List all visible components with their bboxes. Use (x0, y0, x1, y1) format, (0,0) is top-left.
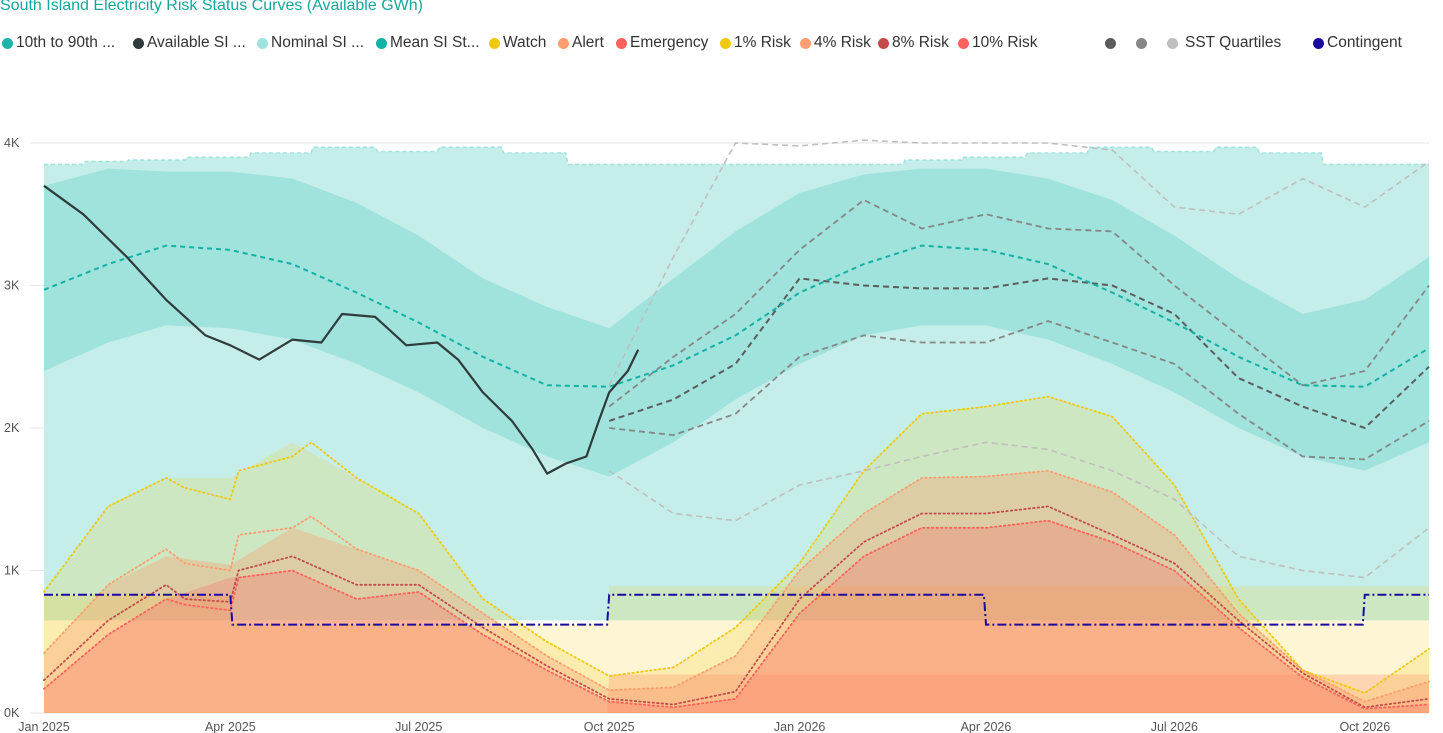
legend-label: 1% Risk (734, 34, 791, 51)
axes: 0K 1K 2K 3K 4K Jan 2025 Apr 2025 Jul 2025 Oct 20… (4, 136, 1390, 733)
legend-label: Nominal SI ... (271, 34, 365, 51)
nominal-max-line (44, 146, 1429, 166)
legend-label: 8% Risk (892, 34, 949, 51)
legend-label: 4% Risk (814, 34, 871, 51)
legend-label: Available SI ... (147, 34, 246, 51)
legend-label: SST Quartiles (1185, 34, 1282, 51)
legend-label: Emergency (630, 34, 709, 51)
legend-marker (958, 37, 969, 49)
legend-label: 10th to 90th ... (16, 34, 116, 51)
sst-lower-quartile-line (609, 320, 1430, 461)
legend-marker (1313, 37, 1324, 49)
legend-label: Mean SI St... (390, 34, 480, 51)
legend-marker (878, 37, 889, 49)
legend-marker (1167, 37, 1178, 49)
legend-label: Alert (572, 34, 604, 51)
watch-zone (44, 396, 1429, 713)
legend-item-watch[interactable]: Watch (489, 34, 546, 52)
legend-marker (2, 37, 13, 49)
legend-item-alert[interactable]: Alert (558, 34, 604, 52)
legend-marker (376, 37, 387, 49)
contingent-line (44, 593, 1429, 626)
legend-item-sst-quartiles[interactable]: SST Quartiles (1105, 34, 1281, 52)
legend: 10th to 90th ... Available SI ... Nomina… (0, 34, 1443, 54)
alert-zone-floor (44, 674, 1429, 713)
mean-line (43, 244, 1430, 388)
risk-4-line (43, 469, 1430, 703)
legend-marker (558, 37, 569, 49)
bands (44, 146, 1429, 621)
y-tick-label: 3K (4, 279, 20, 293)
percentile-band (44, 168, 1429, 477)
sst-max-line (608, 139, 1430, 386)
legend-marker (1136, 37, 1147, 49)
x-tick-label: Jan 2025 (18, 720, 69, 733)
y-tick-label: 4K (4, 136, 20, 150)
y-tick-label: 0K (4, 706, 20, 720)
x-tick-label: Jul 2026 (1151, 720, 1198, 733)
legend-item-percentile-band[interactable]: 10th to 90th ... (2, 34, 115, 52)
legend-marker (257, 37, 268, 49)
legend-label: 10% Risk (972, 34, 1038, 51)
legend-marker (133, 37, 144, 49)
risk-1-line (43, 395, 1430, 695)
watch-zone-floor (44, 586, 1429, 713)
legend-item-mean[interactable]: Mean SI St... (376, 34, 480, 52)
legend-item-available[interactable]: Available SI ... (133, 34, 246, 52)
y-tick-label: 1K (4, 564, 20, 578)
legend-marker (800, 37, 811, 49)
y-tick-label: 2K (4, 421, 20, 435)
legend-item-contingent[interactable]: Contingent (1313, 34, 1402, 52)
legend-item-emergency[interactable]: Emergency (616, 34, 708, 52)
legend-marker (616, 37, 627, 49)
sst-min-line (608, 441, 1430, 579)
legend-item-risk-8[interactable]: 8% Risk (878, 34, 949, 52)
x-tick-label: Oct 2025 (584, 720, 635, 733)
x-tick-label: Jan 2026 (774, 720, 825, 733)
available-line (43, 184, 640, 475)
legend-label: Contingent (1327, 34, 1402, 51)
legend-label: Watch (503, 34, 547, 51)
sst-upper-quartile-line (608, 198, 1430, 408)
risk-10-line (43, 519, 1430, 710)
legend-item-nominal[interactable]: Nominal SI ... (257, 34, 364, 52)
series-lines (43, 139, 1430, 710)
emergency-zone (44, 520, 1429, 713)
legend-marker (489, 37, 500, 49)
legend-marker (720, 37, 731, 49)
legend-marker (1105, 37, 1116, 49)
x-tick-label: Jul 2025 (395, 720, 442, 733)
chart-title: South Island Electricity Risk Status Cur… (0, 0, 423, 14)
legend-item-risk-1[interactable]: 1% Risk (720, 34, 791, 52)
sst-median-line (608, 277, 1430, 430)
legend-item-risk-10[interactable]: 10% Risk (958, 34, 1037, 52)
x-tick-label: Apr 2026 (961, 720, 1012, 733)
x-tick-label: Apr 2025 (205, 720, 256, 733)
x-tick-label: Oct 2026 (1339, 720, 1390, 733)
legend-item-risk-4[interactable]: 4% Risk (800, 34, 871, 52)
